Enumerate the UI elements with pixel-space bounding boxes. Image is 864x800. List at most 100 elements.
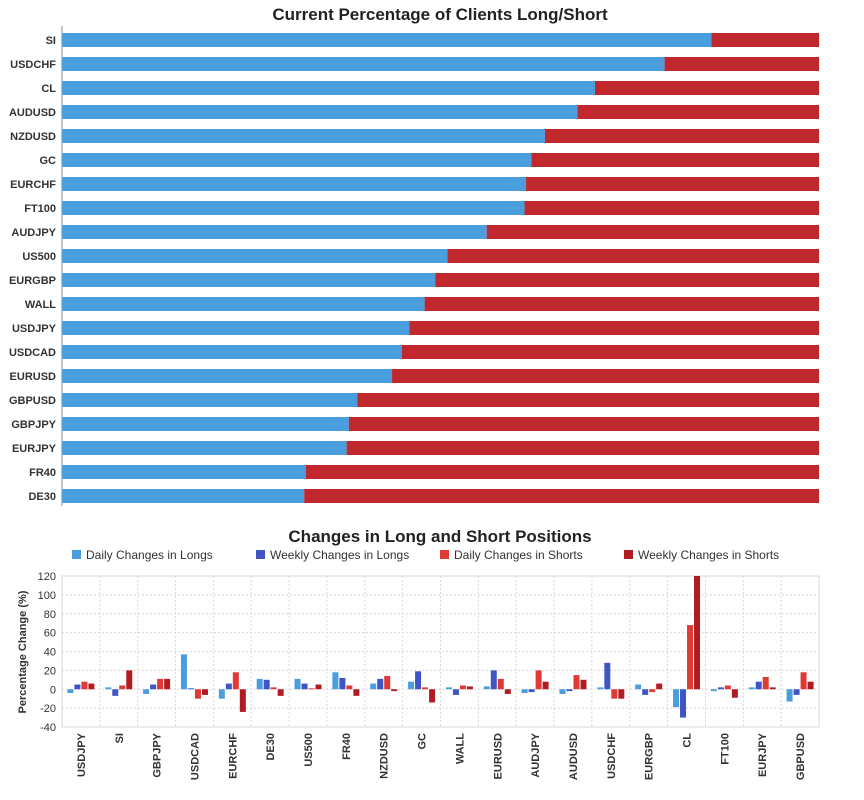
weekly-long-bar-gc bbox=[415, 671, 422, 690]
daily-long-bar-gbpjpy bbox=[143, 689, 150, 694]
daily-long-bar-cl bbox=[673, 689, 680, 708]
daily-short-bar-si bbox=[119, 685, 126, 690]
weekly-long-bar-usdchf bbox=[604, 662, 611, 690]
daily-long-bar-us500 bbox=[294, 678, 301, 690]
long-bar-usdjpy bbox=[62, 321, 410, 335]
weekly-long-bar-eurchf bbox=[225, 683, 232, 690]
x-category-label: EURJPY bbox=[757, 732, 769, 777]
weekly-short-bar-gc bbox=[429, 689, 436, 703]
daily-short-bar-fr40 bbox=[346, 685, 353, 690]
weekly-short-bar-fr40 bbox=[353, 689, 360, 696]
chart1-category-label: WALL bbox=[25, 299, 56, 311]
daily-short-bar-de30 bbox=[270, 687, 277, 690]
chart1-category-label: DE30 bbox=[28, 491, 56, 503]
chart2-grid bbox=[61, 575, 820, 728]
weekly-long-bar-audusd bbox=[566, 689, 573, 692]
y-tick-label: 100 bbox=[38, 590, 56, 602]
short-bar-de30 bbox=[304, 489, 819, 503]
y-tick-label: 40 bbox=[44, 647, 56, 659]
x-category-label: GBPJPY bbox=[152, 732, 164, 777]
long-bar-usdchf bbox=[62, 57, 665, 71]
weekly-long-bar-ft100 bbox=[717, 687, 724, 690]
short-bar-wall bbox=[424, 297, 819, 311]
legend-entry: Weekly Changes in Shorts bbox=[638, 548, 779, 562]
weekly-short-bar-nzdusd bbox=[391, 689, 398, 692]
weekly-short-bar-eurusd bbox=[504, 689, 511, 694]
chart1-category-label: NZDUSD bbox=[10, 131, 56, 143]
x-category-label: GBPUSD bbox=[795, 733, 807, 780]
chart1-category-label: FR40 bbox=[29, 467, 56, 479]
chart2-title: Changes in Long and Short Positions bbox=[288, 527, 591, 546]
weekly-short-bar-eurjpy bbox=[769, 687, 776, 690]
daily-short-bar-eurchf bbox=[232, 672, 239, 690]
long-bar-ft100 bbox=[62, 201, 525, 215]
weekly-short-bar-audusd bbox=[580, 679, 587, 690]
long-bar-nzdusd bbox=[62, 129, 545, 143]
long-bar-wall bbox=[62, 297, 425, 311]
weekly-short-bar-audjpy bbox=[542, 681, 549, 690]
legend-entry: Daily Changes in Shorts bbox=[454, 548, 583, 562]
x-category-label: EURCHF bbox=[227, 733, 239, 779]
short-bar-eurjpy bbox=[346, 441, 819, 455]
short-bar-ft100 bbox=[524, 201, 819, 215]
daily-long-bar-eurusd bbox=[483, 686, 490, 690]
long-bar-usdcad bbox=[62, 345, 402, 359]
y-tick-label: 80 bbox=[44, 609, 56, 621]
daily-long-bar-wall bbox=[445, 687, 452, 690]
chart1-category-label: SI bbox=[46, 35, 56, 47]
x-category-label: CL bbox=[682, 733, 694, 748]
daily-short-bar-eurusd bbox=[497, 678, 504, 690]
chart1-category-label: USDJPY bbox=[12, 323, 57, 335]
weekly-long-bar-fr40 bbox=[339, 677, 346, 690]
chart1-category-label: AUDUSD bbox=[9, 107, 56, 119]
daily-long-bar-nzdusd bbox=[370, 683, 377, 690]
long-bar-gbpjpy bbox=[62, 417, 349, 431]
weekly-short-bar-gbpjpy bbox=[164, 678, 171, 690]
daily-short-bar-gbpusd bbox=[800, 672, 807, 690]
chart1-category-label: GC bbox=[40, 155, 57, 167]
weekly-long-bar-usdjpy bbox=[74, 684, 81, 690]
daily-short-bar-audjpy bbox=[535, 670, 542, 690]
short-bar-gbpusd bbox=[357, 393, 819, 407]
chart1-category-label: FT100 bbox=[24, 203, 56, 215]
long-bar-de30 bbox=[62, 489, 305, 503]
daily-short-bar-ft100 bbox=[724, 685, 731, 690]
x-category-label: US500 bbox=[303, 733, 315, 767]
weekly-short-bar-eurchf bbox=[239, 689, 246, 712]
weekly-long-bar-gbpusd bbox=[793, 689, 800, 695]
x-category-label: USDCHF bbox=[606, 733, 618, 779]
daily-long-bar-eurjpy bbox=[748, 687, 755, 690]
daily-long-bar-fr40 bbox=[332, 672, 339, 690]
long-bar-us500 bbox=[62, 249, 448, 263]
y-tick-label: -20 bbox=[40, 703, 56, 715]
weekly-long-bar-de30 bbox=[263, 679, 270, 690]
x-category-label: FT100 bbox=[719, 733, 731, 765]
daily-short-bar-usdjpy bbox=[81, 681, 88, 690]
weekly-short-bar-wall bbox=[466, 686, 473, 690]
legend-swatch bbox=[440, 550, 449, 559]
short-bar-cl bbox=[594, 81, 819, 95]
daily-short-bar-gbpjpy bbox=[157, 678, 164, 690]
daily-long-bar-usdchf bbox=[597, 687, 604, 690]
weekly-short-bar-usdjpy bbox=[88, 683, 95, 690]
weekly-long-bar-eurgbp bbox=[642, 689, 649, 695]
daily-short-bar-wall bbox=[459, 685, 466, 690]
daily-long-bar-audjpy bbox=[521, 689, 528, 694]
daily-short-bar-gc bbox=[422, 687, 429, 690]
short-bar-audusd bbox=[577, 105, 819, 119]
x-category-label: AUDUSD bbox=[568, 733, 580, 780]
weekly-long-bar-gbpjpy bbox=[150, 684, 157, 690]
y-tick-label: 20 bbox=[44, 665, 56, 677]
short-bar-nzdusd bbox=[544, 129, 819, 143]
daily-long-bar-gbpusd bbox=[786, 689, 793, 702]
x-category-label: USDCAD bbox=[189, 733, 201, 780]
long-bar-gbpusd bbox=[62, 393, 358, 407]
weekly-long-bar-nzdusd bbox=[377, 678, 384, 690]
short-bar-usdcad bbox=[401, 345, 819, 359]
short-bar-eurgbp bbox=[435, 273, 819, 287]
daily-short-bar-us500 bbox=[308, 688, 315, 690]
daily-short-bar-nzdusd bbox=[384, 676, 391, 690]
y-tick-label: 120 bbox=[38, 571, 56, 583]
weekly-long-bar-si bbox=[112, 689, 119, 696]
chart1-category-label: USDCAD bbox=[9, 347, 56, 359]
